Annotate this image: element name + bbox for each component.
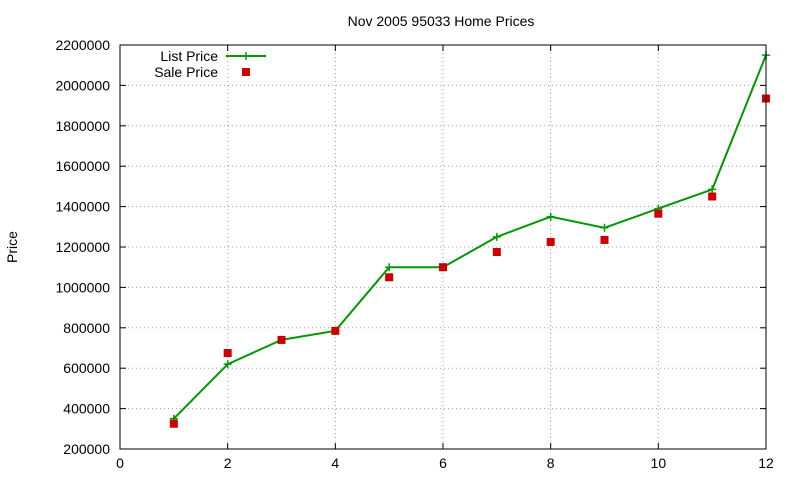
y-tick-label: 1800000 xyxy=(55,118,110,134)
x-tick-label: 12 xyxy=(758,455,774,471)
list-price-point xyxy=(223,360,232,369)
x-tick-label: 10 xyxy=(651,455,667,471)
y-tick-label: 1400000 xyxy=(55,199,110,215)
legend-cross-marker xyxy=(242,52,250,60)
sale-price-point xyxy=(169,419,178,428)
list-price-point xyxy=(385,263,394,272)
sale-price-point xyxy=(546,237,555,246)
y-tick-label: 200000 xyxy=(63,441,110,457)
series-list-price xyxy=(169,51,770,423)
grid xyxy=(120,45,766,449)
list-price-point xyxy=(708,185,717,194)
list-price-point xyxy=(546,212,555,221)
legend-square-marker xyxy=(242,68,250,76)
sale-price-point xyxy=(492,248,501,257)
y-tick-label: 1600000 xyxy=(55,158,110,174)
sale-price-point xyxy=(331,326,340,335)
x-tick-label: 2 xyxy=(224,455,232,471)
y-tick-label: 2200000 xyxy=(55,37,110,53)
legend-item-list-price: List Price xyxy=(160,48,266,64)
legend-label: List Price xyxy=(160,48,218,64)
x-tick-label: 8 xyxy=(547,455,555,471)
x-tick-label: 4 xyxy=(331,455,339,471)
sale-price-point xyxy=(277,335,286,344)
sale-price-point xyxy=(223,349,232,358)
chart-title: Nov 2005 95033 Home Prices xyxy=(348,13,535,29)
list-price-point xyxy=(492,232,501,241)
sale-price-point xyxy=(600,235,609,244)
y-tick-label: 1000000 xyxy=(55,279,110,295)
sale-price-point xyxy=(385,273,394,282)
x-tick-label: 0 xyxy=(116,455,124,471)
x-tick-label: 6 xyxy=(439,455,447,471)
list-price-point xyxy=(600,223,609,232)
y-tick-label: 600000 xyxy=(63,360,110,376)
y-tick-label: 2000000 xyxy=(55,77,110,93)
y-axis-label: Price xyxy=(4,231,20,263)
series xyxy=(169,51,770,428)
y-tick-label: 1200000 xyxy=(55,239,110,255)
sale-price-point xyxy=(654,209,663,218)
ticks: 200000 400000 600000 800000 1000000 1200000 14… xyxy=(55,37,774,471)
sale-price-point xyxy=(439,263,447,272)
legend-label: Sale Price xyxy=(154,64,218,80)
legend-item-sale-price: Sale Price xyxy=(154,64,250,80)
plot-frame xyxy=(119,44,767,450)
sale-price-point xyxy=(708,192,717,201)
list-price-line xyxy=(173,54,767,420)
y-tick-label: 800000 xyxy=(63,320,110,336)
series-sale-price xyxy=(169,94,770,428)
y-tick-label: 400000 xyxy=(63,401,110,417)
